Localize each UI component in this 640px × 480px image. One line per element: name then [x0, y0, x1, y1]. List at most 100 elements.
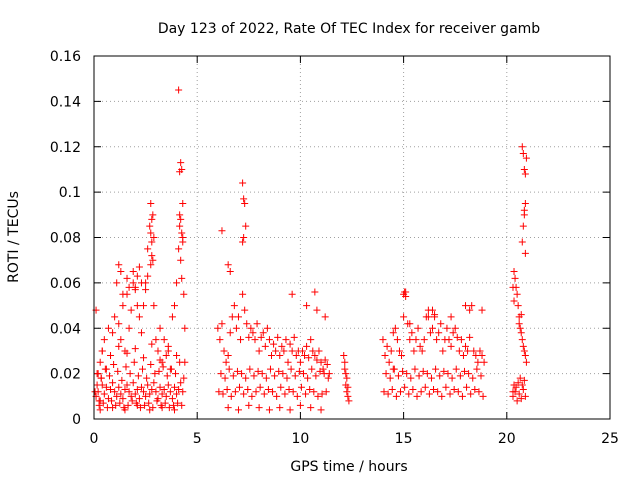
- data-point: [312, 372, 320, 380]
- data-point: [242, 374, 250, 382]
- data-point: [303, 342, 311, 350]
- data-point: [110, 361, 118, 369]
- data-point: [387, 347, 395, 355]
- data-point: [380, 388, 388, 396]
- data-point: [109, 329, 117, 337]
- data-point: [231, 388, 239, 396]
- data-point: [168, 395, 176, 403]
- data-point: [220, 347, 228, 355]
- data-point: [522, 358, 530, 366]
- data-point: [149, 211, 157, 219]
- data-point: [519, 386, 527, 394]
- data-point: [142, 392, 150, 400]
- x-tick-label: 0: [90, 431, 99, 447]
- data-point: [265, 336, 273, 344]
- data-point: [93, 370, 101, 378]
- data-point: [432, 365, 440, 373]
- data-point: [173, 279, 181, 287]
- data-point: [173, 351, 181, 359]
- y-tick-label: 0.06: [50, 276, 81, 292]
- data-point: [295, 367, 303, 375]
- data-point: [513, 290, 521, 298]
- data-point: [105, 372, 113, 380]
- data-point: [140, 354, 148, 362]
- data-point: [402, 292, 410, 300]
- data-point: [299, 370, 307, 378]
- data-point: [344, 392, 352, 400]
- data-point: [232, 324, 240, 332]
- data-point: [135, 395, 143, 403]
- data-point: [462, 342, 470, 350]
- data-point: [304, 374, 312, 382]
- data-point: [324, 374, 332, 382]
- data-point: [313, 356, 321, 364]
- plot-frame: [93, 55, 611, 420]
- data-point: [439, 347, 447, 355]
- data-point: [392, 392, 400, 400]
- data-point: [264, 386, 272, 394]
- data-point: [423, 370, 431, 378]
- data-point: [133, 401, 141, 409]
- data-point: [301, 351, 309, 359]
- data-point: [125, 283, 133, 291]
- data-point: [317, 406, 325, 414]
- data-point: [458, 392, 466, 400]
- data-point: [459, 351, 467, 359]
- data-point: [419, 367, 427, 375]
- data-point: [384, 390, 392, 398]
- data-point: [479, 392, 487, 400]
- data-point: [431, 311, 439, 319]
- data-point: [415, 372, 423, 380]
- data-point: [471, 386, 479, 394]
- data-point: [478, 306, 486, 314]
- data-point: [343, 374, 351, 382]
- data-point: [234, 313, 242, 321]
- data-point: [296, 401, 304, 409]
- data-point: [155, 367, 163, 375]
- data-point: [218, 227, 226, 235]
- data-point: [397, 388, 405, 396]
- data-point: [237, 336, 245, 344]
- data-point: [249, 329, 257, 337]
- data-point: [521, 170, 529, 178]
- data-point: [262, 374, 270, 382]
- data-point: [430, 386, 438, 394]
- data-point: [158, 390, 166, 398]
- data-point: [509, 392, 517, 400]
- data-point: [514, 302, 522, 310]
- data-point: [520, 165, 528, 173]
- data-point: [271, 372, 279, 380]
- data-point: [403, 370, 411, 378]
- data-point: [298, 347, 306, 355]
- y-tick-label: 0.1: [59, 185, 81, 201]
- data-point: [180, 290, 188, 298]
- data-point: [260, 390, 268, 398]
- data-point: [119, 395, 127, 403]
- data-point: [388, 386, 396, 394]
- data-point: [100, 336, 108, 344]
- data-point: [448, 374, 456, 382]
- data-point: [177, 215, 185, 223]
- data-point: [241, 199, 249, 207]
- data-point: [478, 351, 486, 359]
- data-point: [473, 365, 481, 373]
- data-point: [239, 179, 247, 187]
- data-point: [279, 370, 287, 378]
- data-point: [170, 302, 178, 310]
- data-point: [245, 401, 253, 409]
- data-point: [230, 302, 238, 310]
- x-tick-label: 10: [291, 431, 309, 447]
- data-point: [107, 351, 115, 359]
- data-point: [174, 399, 182, 407]
- data-point: [217, 370, 225, 378]
- data-point: [139, 365, 147, 373]
- data-point: [150, 234, 158, 241]
- data-point: [426, 329, 434, 337]
- data-point: [305, 354, 313, 362]
- data-point: [515, 390, 523, 398]
- data-point: [401, 288, 409, 296]
- data-point: [130, 358, 138, 366]
- data-point: [321, 356, 329, 364]
- data-point: [308, 365, 316, 373]
